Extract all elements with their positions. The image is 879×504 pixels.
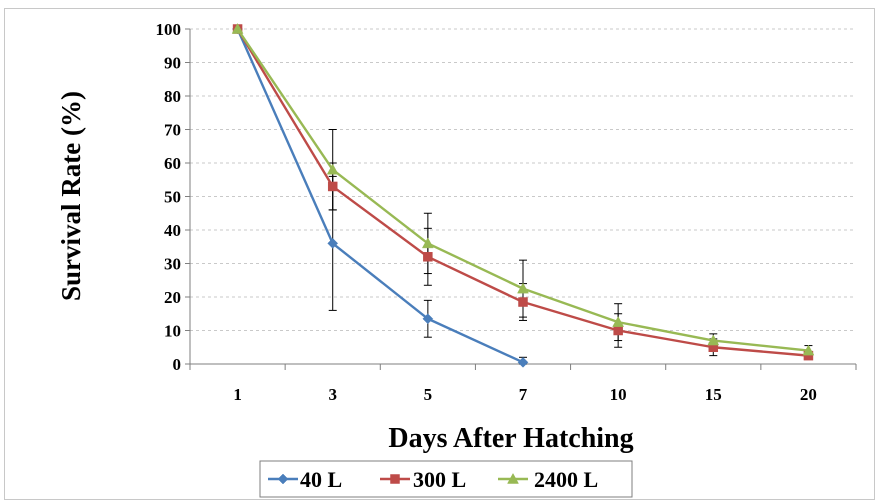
- legend-box: [259, 460, 633, 498]
- legend-item-300l: 300 L: [380, 467, 466, 492]
- data-point-40l: [327, 238, 339, 249]
- data-point-2400l: [612, 316, 625, 327]
- y-tick-label: 30: [164, 255, 181, 274]
- x-tick-label: 3: [328, 385, 337, 404]
- legend-label-2400l: 2400 L: [534, 467, 598, 492]
- legend-label-300l: 300 L: [413, 467, 466, 492]
- data-point-2400l: [517, 282, 529, 294]
- y-tick-label: 90: [164, 54, 181, 73]
- legend-marker-40l: [277, 473, 289, 485]
- y-tick-label: 50: [164, 188, 181, 207]
- series-line-40l: [236, 28, 524, 364]
- data-point-40l: [517, 356, 529, 368]
- x-tick-labels: 1 3 5 7 10 15 20: [233, 385, 817, 404]
- legend: 40 L 300 L 2400 L: [268, 467, 598, 492]
- x-tick-label: 10: [610, 385, 627, 404]
- x-tick-label: 15: [705, 385, 722, 404]
- y-tick-labels: 0 10 20 30 40 50 60 70 80 90 100: [156, 20, 182, 374]
- y-tick-label: 60: [164, 154, 181, 173]
- legend-marker-300l: [390, 474, 400, 484]
- y-tick-label: 80: [164, 87, 181, 106]
- data-point-300l: [327, 181, 338, 192]
- series-markers: [231, 22, 815, 368]
- x-tick-label: 5: [424, 385, 433, 404]
- y-tick-label: 20: [164, 288, 181, 307]
- data-point-40l: [422, 313, 434, 325]
- data-point-2400l: [802, 344, 815, 356]
- error-bars: [328, 129, 813, 365]
- y-tick-label: 70: [164, 121, 181, 140]
- y-axis-title: Survival Rate (%): [56, 91, 86, 301]
- y-tick-label: 0: [173, 355, 182, 374]
- y-tick-label: 40: [164, 221, 181, 240]
- data-point-300l: [518, 297, 528, 307]
- data-point-300l: [423, 252, 433, 262]
- data-point-2400l: [231, 22, 244, 34]
- axes: [185, 28, 857, 370]
- x-tick-label: 20: [800, 385, 817, 404]
- legend-label-40l: 40 L: [300, 467, 342, 492]
- legend-marker-2400l: [507, 472, 519, 484]
- x-axis-title: Days After Hatching: [388, 423, 633, 454]
- x-tick-label: 7: [519, 385, 528, 404]
- chart-frame: [4, 8, 875, 500]
- gridlines: [190, 28, 856, 331]
- data-point-2400l: [326, 163, 339, 175]
- data-point-2400l: [707, 334, 720, 346]
- y-tick-label: 100: [156, 20, 182, 39]
- x-tick-label: 1: [233, 385, 242, 404]
- data-point-300l: [613, 325, 623, 336]
- legend-item-40l: 40 L: [268, 467, 342, 492]
- data-point-2400l: [421, 237, 434, 249]
- y-tick-label: 10: [164, 322, 181, 341]
- legend-item-2400l: 2400 L: [498, 467, 598, 492]
